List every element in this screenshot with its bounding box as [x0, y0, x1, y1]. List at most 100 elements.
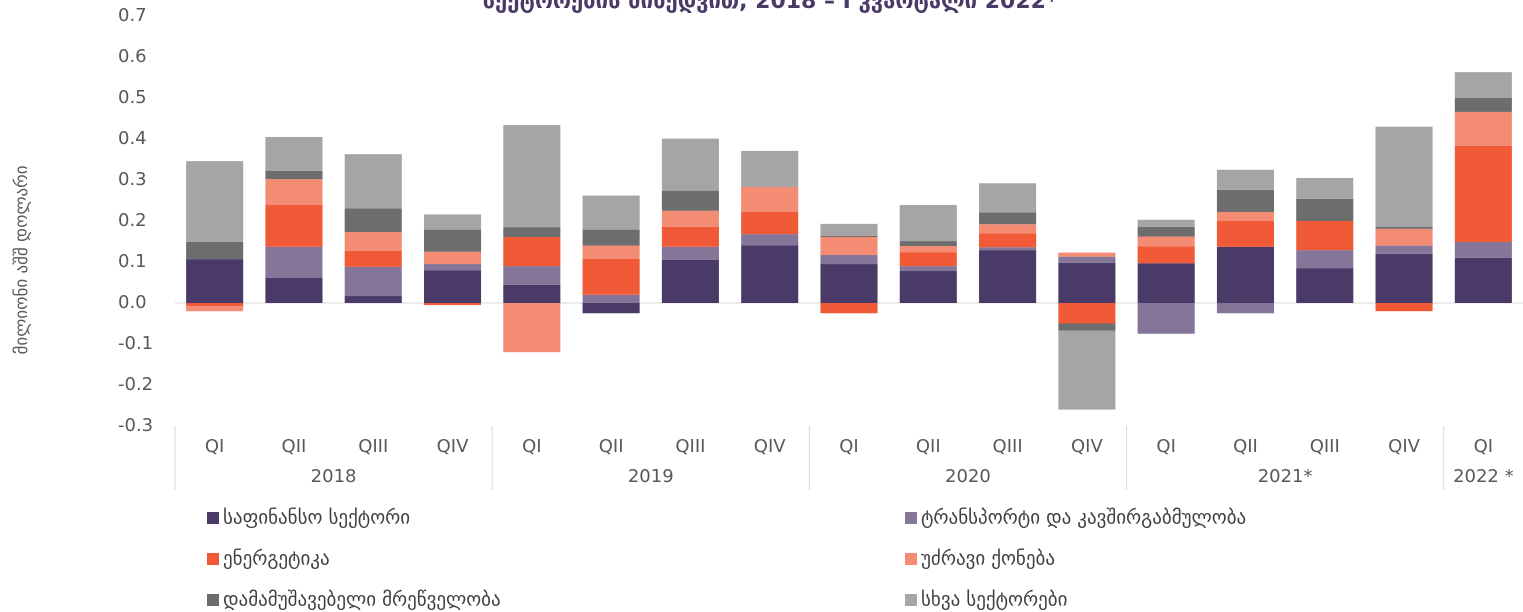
legend-swatch	[207, 553, 219, 565]
bar-segment	[1454, 241, 1512, 258]
legend-swatch	[207, 512, 219, 524]
bar-segment	[582, 195, 640, 230]
bar-segment	[344, 154, 402, 209]
bar-segment	[582, 245, 640, 259]
bar-segment	[1058, 330, 1116, 410]
y-tick-label: -0.2	[118, 374, 153, 395]
bar-segment	[265, 246, 323, 278]
x-tick-label: QII	[1233, 436, 1258, 457]
y-tick-label: 0.4	[118, 128, 147, 149]
year-label: 2022 *	[1453, 466, 1514, 487]
bar-segment	[1454, 98, 1512, 112]
year-label: 2019	[628, 466, 674, 487]
bar-segment	[582, 303, 640, 314]
bar-segment	[423, 229, 482, 252]
bar-segment	[423, 214, 482, 230]
bar-segment	[1454, 111, 1512, 146]
bar-segment	[661, 190, 719, 211]
bar-segment	[582, 294, 640, 303]
x-tick-label: QIV	[437, 436, 469, 457]
bar-segment	[979, 212, 1037, 225]
x-tick-label: QII	[916, 436, 941, 457]
bar-segment	[582, 258, 640, 295]
bar-segment	[503, 284, 561, 303]
bar-segment	[661, 246, 719, 260]
bar-segment	[979, 183, 1037, 213]
legend-label: სხვა სექტორები	[921, 589, 1067, 611]
y-tick-label: 0.5	[118, 87, 147, 108]
bar-segment	[423, 264, 482, 271]
legend-label: საფინანსო სექტორი	[223, 507, 410, 529]
bar-segment	[1375, 228, 1433, 246]
bar-segment	[899, 271, 957, 303]
y-axis-label: მილიონი აშშ დოლარი	[12, 166, 32, 355]
bar-segment	[423, 251, 482, 265]
bar-segment	[265, 136, 323, 171]
bar-segment	[1375, 253, 1433, 303]
bar-segment	[1216, 189, 1275, 212]
y-tick-label: -0.3	[118, 415, 153, 436]
legend-label: ენერგეტიკა	[223, 548, 330, 570]
y-tick-label: 0.0	[118, 292, 147, 313]
bar-segment	[423, 303, 482, 306]
bar-segment	[582, 229, 640, 246]
bar-segment	[979, 250, 1037, 303]
bar-segment	[741, 234, 799, 246]
y-tick-label: 0.7	[118, 5, 147, 26]
bar-segment	[741, 211, 799, 235]
legend-label: დამამუშავებელი მრეწველობა	[223, 589, 501, 611]
x-tick-label: QIII	[358, 436, 388, 457]
legend-swatch	[905, 512, 917, 524]
bar-segment	[899, 205, 957, 242]
bar-segment	[265, 205, 323, 247]
x-tick-label: QI	[522, 436, 541, 457]
y-tick-label: -0.1	[118, 333, 153, 354]
bar-segment	[1058, 303, 1116, 324]
bar-segment	[1375, 303, 1433, 312]
bar-segment	[1454, 257, 1512, 303]
bar-segment	[503, 236, 561, 267]
bar-segment	[1058, 262, 1116, 303]
bar-segment	[1137, 236, 1195, 247]
bar-segment	[344, 250, 402, 267]
x-tick-label: QIV	[754, 436, 786, 457]
bar-segment	[820, 255, 878, 265]
bar-segment	[820, 303, 878, 314]
bar-segment	[186, 259, 244, 303]
year-label: 2021*	[1258, 466, 1313, 487]
bar-segment	[1296, 177, 1354, 199]
bar-segment	[741, 150, 799, 187]
bar-segment	[1137, 219, 1195, 227]
bar-segment	[899, 241, 957, 247]
bar-segment	[1454, 72, 1512, 98]
bar-segment	[899, 246, 957, 253]
bar-segment	[661, 226, 719, 247]
x-tick-label: QI	[1474, 436, 1493, 457]
bar-segment	[503, 125, 561, 228]
x-tick-label: QIV	[1388, 436, 1420, 457]
bar-segment	[1296, 268, 1354, 303]
bar-segment	[344, 208, 402, 233]
bar-segment	[1375, 245, 1433, 254]
year-label: 2018	[311, 466, 357, 487]
bar-segment	[265, 179, 323, 206]
bar-segment	[186, 306, 244, 312]
bar-segment	[979, 233, 1037, 248]
y-tick-label: 0.1	[118, 251, 147, 272]
x-tick-label: QIII	[993, 436, 1023, 457]
bar-segment	[1375, 226, 1433, 229]
bar-segment	[661, 138, 719, 191]
bar-segment	[1137, 226, 1195, 237]
bar-segment	[1137, 303, 1195, 334]
bar-segment	[344, 266, 402, 297]
bar-segment	[1216, 303, 1275, 314]
x-tick-label: QI	[839, 436, 858, 457]
bar-segment	[1216, 169, 1275, 190]
chart-title: სექტორების მიხედვით, 2018 – I კვარტალი 2…	[483, 0, 1058, 14]
x-tick-label: QII	[282, 436, 307, 457]
bar-segment	[661, 259, 719, 303]
bar-segment	[1216, 246, 1275, 303]
bar-segment	[344, 232, 402, 251]
y-tick-label: 0.3	[118, 169, 147, 190]
